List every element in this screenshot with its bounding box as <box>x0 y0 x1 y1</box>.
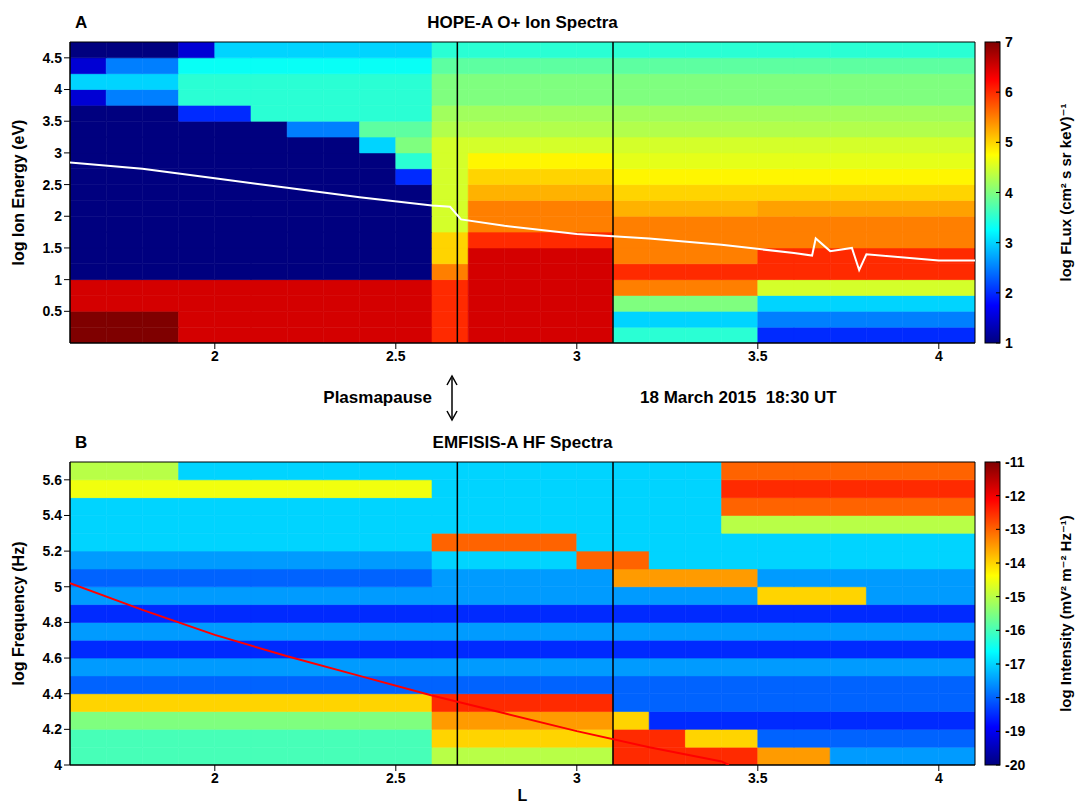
svg-text:4: 4 <box>935 348 943 364</box>
svg-text:2: 2 <box>1005 285 1013 301</box>
svg-text:-14: -14 <box>1005 555 1025 571</box>
svg-text:EMFISIS-A HF Spectra: EMFISIS-A HF Spectra <box>433 433 613 452</box>
svg-text:Plasmapause: Plasmapause <box>323 388 432 407</box>
svg-text:3.5: 3.5 <box>43 113 63 129</box>
svg-text:5: 5 <box>1005 134 1013 150</box>
svg-text:4.4: 4.4 <box>43 686 63 702</box>
svg-text:3: 3 <box>1005 235 1013 251</box>
svg-text:-13: -13 <box>1005 521 1025 537</box>
svg-text:1: 1 <box>1005 335 1013 351</box>
svg-text:L: L <box>518 787 528 804</box>
svg-text:18 March 2015 18:30 UT: 18 March 2015 18:30 UT <box>640 388 837 407</box>
svg-text:4: 4 <box>54 757 62 773</box>
svg-text:3: 3 <box>573 348 581 364</box>
svg-text:-15: -15 <box>1005 589 1025 605</box>
svg-text:2.5: 2.5 <box>386 770 406 786</box>
svg-text:4.8: 4.8 <box>43 614 63 630</box>
svg-text:4: 4 <box>935 770 943 786</box>
svg-text:7: 7 <box>1005 34 1013 50</box>
svg-text:4.6: 4.6 <box>43 650 63 666</box>
svg-text:4: 4 <box>54 81 62 97</box>
svg-text:2: 2 <box>211 770 219 786</box>
svg-text:5.6: 5.6 <box>43 472 63 488</box>
svg-text:4: 4 <box>1005 185 1013 201</box>
svg-text:6: 6 <box>1005 84 1013 100</box>
svg-text:4.5: 4.5 <box>43 50 63 66</box>
svg-text:-12: -12 <box>1005 488 1025 504</box>
svg-text:log Frequency (Hz): log Frequency (Hz) <box>10 541 27 685</box>
svg-text:log Ion Energy (eV): log Ion Energy (eV) <box>10 120 27 266</box>
svg-text:log FLux (cm² s sr keV)⁻¹: log FLux (cm² s sr keV)⁻¹ <box>1057 104 1074 282</box>
svg-text:2: 2 <box>54 208 62 224</box>
svg-text:3.5: 3.5 <box>748 348 768 364</box>
svg-text:-16: -16 <box>1005 622 1025 638</box>
svg-text:2.5: 2.5 <box>386 348 406 364</box>
svg-text:3.5: 3.5 <box>748 770 768 786</box>
svg-text:-20: -20 <box>1005 757 1025 773</box>
svg-text:-11: -11 <box>1005 454 1025 470</box>
svg-text:-17: -17 <box>1005 656 1025 672</box>
svg-text:5.4: 5.4 <box>43 507 63 523</box>
svg-text:3: 3 <box>54 145 62 161</box>
svg-text:5.2: 5.2 <box>43 543 63 559</box>
svg-text:0.5: 0.5 <box>43 303 63 319</box>
svg-text:2: 2 <box>211 348 219 364</box>
svg-text:A: A <box>75 13 87 32</box>
svg-text:B: B <box>75 433 87 452</box>
svg-text:1.5: 1.5 <box>43 240 63 256</box>
svg-text:HOPE-A O+ Ion Spectra: HOPE-A O+ Ion Spectra <box>427 13 618 32</box>
svg-text:2.5: 2.5 <box>43 177 63 193</box>
svg-text:-19: -19 <box>1005 723 1025 739</box>
svg-text:3: 3 <box>573 770 581 786</box>
svg-text:-18: -18 <box>1005 690 1025 706</box>
svg-text:log Intensity (mV² m⁻² Hz⁻¹): log Intensity (mV² m⁻² Hz⁻¹) <box>1057 515 1074 712</box>
svg-text:4.2: 4.2 <box>43 721 63 737</box>
svg-text:5: 5 <box>54 579 62 595</box>
svg-text:1: 1 <box>54 272 62 288</box>
